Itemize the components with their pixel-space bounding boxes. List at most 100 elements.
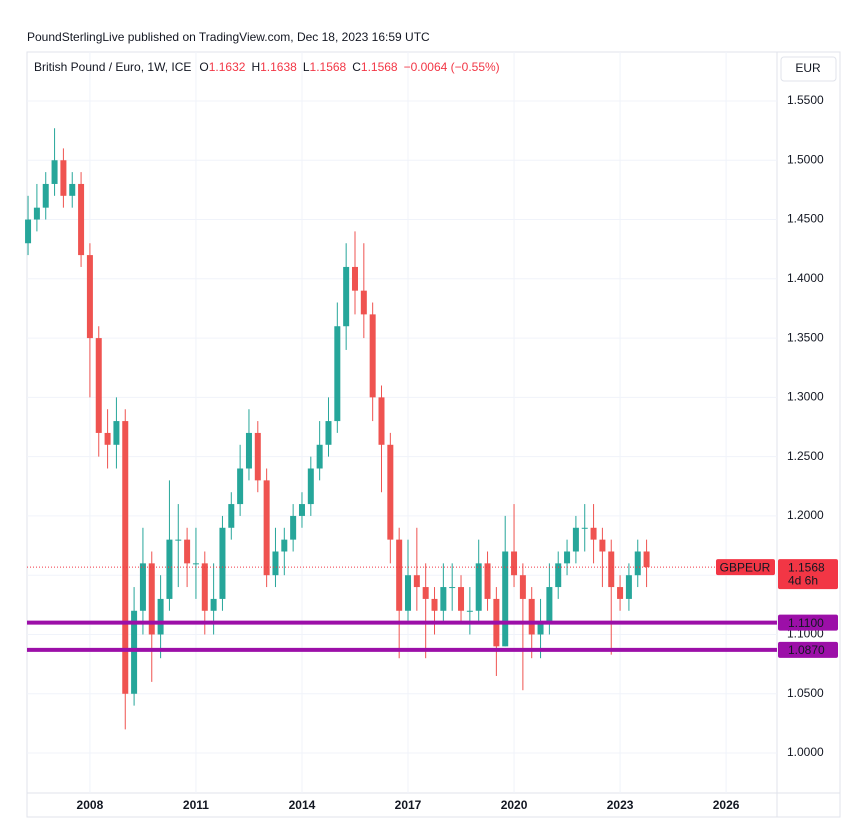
x-tick-label: 2008: [77, 798, 104, 812]
candle-body: [466, 610, 473, 612]
candle-body: [175, 539, 182, 541]
candle-body: [325, 421, 332, 445]
candle-body: [431, 598, 438, 611]
candle-body: [599, 539, 606, 552]
candle-body: [360, 290, 367, 315]
ohlc-value: 1.1638: [260, 60, 297, 74]
y-tick-label: 1.4000: [787, 271, 824, 285]
candle-body: [184, 539, 191, 564]
level-label: 1.1100: [788, 616, 824, 630]
candle-body: [290, 515, 297, 540]
candle-body: [69, 183, 76, 196]
candle-body: [564, 551, 571, 564]
candle-body: [387, 444, 394, 540]
candle-body: [590, 527, 597, 540]
candle-body: [396, 539, 403, 611]
candle-body: [192, 563, 199, 565]
candle-body: [572, 527, 579, 552]
level-label-box: [778, 614, 838, 631]
candle-body: [440, 587, 447, 611]
x-tick-label: 2026: [713, 798, 740, 812]
candle-body: [458, 587, 465, 611]
y-tick-label: 1.3500: [787, 330, 824, 344]
x-tick-label: 2011: [183, 798, 209, 812]
candle-body: [511, 551, 518, 576]
candle-body: [625, 575, 632, 599]
x-tick-label: 2017: [395, 798, 422, 812]
candle-body: [25, 219, 32, 244]
candle-body: [166, 539, 173, 599]
candle-body: [634, 551, 641, 576]
price-box: [778, 559, 838, 590]
publisher: PoundSterlingLive published on TradingVi…: [27, 30, 430, 44]
ohlc-value: 1.1568: [310, 60, 347, 74]
candle-body: [537, 622, 544, 635]
candle-body: [237, 468, 244, 505]
ohlc-label: H: [251, 60, 260, 74]
candle-body: [210, 598, 217, 611]
y-tick-label: 1.0000: [787, 745, 824, 759]
candle-body: [378, 397, 385, 445]
x-tick-label: 2020: [501, 798, 528, 812]
candle-body: [608, 551, 615, 588]
change: −0.0064 (−0.55%): [404, 60, 500, 74]
y-tick-label: 1.5500: [787, 93, 824, 107]
ohlc-label: O: [199, 60, 208, 74]
candle-body: [555, 563, 562, 588]
candle-body: [316, 444, 323, 469]
symbol: British Pound / Euro, 1W, ICE: [34, 60, 191, 74]
candle-body: [157, 598, 164, 635]
candle-body: [148, 563, 155, 635]
candle-body: [343, 266, 350, 327]
candle-body: [298, 504, 305, 516]
candle-body: [60, 160, 67, 196]
candle-body: [617, 587, 624, 599]
candle-body: [131, 610, 138, 694]
level-label: 1.0870: [788, 643, 825, 657]
candle-body: [219, 527, 226, 599]
y-tick-label: 1.3000: [787, 390, 824, 404]
candle-body: [245, 432, 252, 469]
candle-body: [86, 255, 93, 339]
candle-body: [334, 326, 341, 422]
candle-body: [528, 598, 535, 635]
candle-body: [643, 551, 650, 568]
y-tick-label: 1.4500: [787, 212, 824, 226]
candle-body: [475, 563, 482, 611]
x-tick-label: 2014: [289, 798, 316, 812]
candle-body: [51, 160, 58, 184]
candle-body: [281, 539, 288, 552]
candle-body: [201, 563, 208, 611]
candle-body: [228, 504, 235, 528]
candle-body: [519, 575, 526, 599]
currency: EUR: [795, 61, 821, 75]
symbol-label: GBPEUR: [720, 560, 771, 574]
candle-body: [139, 563, 146, 611]
currency-box: [780, 56, 837, 82]
symbol-legend: British Pound / Euro, 1W, ICE O1.1632 H1.1…: [34, 60, 500, 74]
candle-body: [254, 432, 261, 481]
candle-body: [33, 207, 40, 220]
candle-body: [122, 421, 129, 694]
candle-body: [449, 587, 456, 589]
ohlc-value: 1.1632: [209, 60, 246, 74]
y-tick-label: 1.2000: [787, 508, 824, 522]
symbol-box: [716, 559, 775, 576]
y-tick-label: 1.2500: [787, 449, 824, 463]
countdown: 4d 6h: [788, 573, 818, 587]
y-tick-label: 1.0500: [787, 686, 824, 700]
x-tick-label: 2023: [607, 798, 634, 812]
ohlc-label: C: [352, 60, 361, 74]
candle-body: [502, 551, 509, 647]
candle-body: [405, 575, 412, 611]
candle-body: [272, 551, 279, 576]
candle-body: [307, 468, 314, 505]
candle-body: [78, 183, 85, 256]
level-label-box: [778, 641, 838, 658]
candle-body: [42, 183, 49, 208]
y-tick-label: 1.5000: [787, 152, 824, 166]
candle-body: [263, 480, 270, 576]
price-label: 1.1568: [788, 560, 825, 574]
candle-body: [484, 563, 491, 599]
